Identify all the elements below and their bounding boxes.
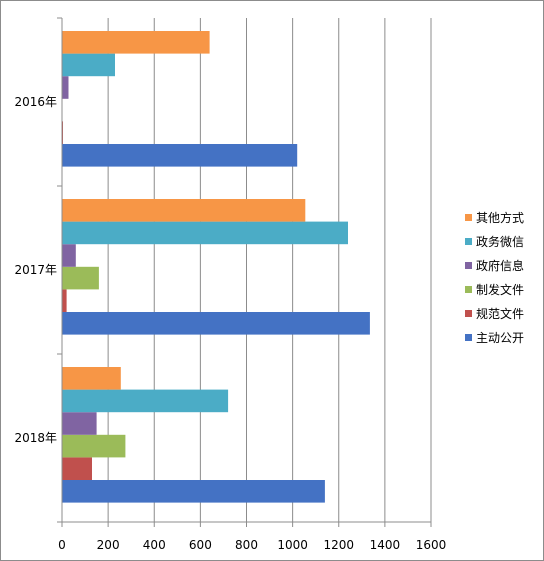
- legend-label: 主动公开: [476, 331, 524, 345]
- legend-label: 其他方式: [476, 210, 524, 225]
- legend-swatch: [465, 310, 472, 317]
- legend-swatch: [465, 262, 472, 269]
- legend-label: 政务微信: [476, 234, 524, 249]
- category-label: 2017年: [14, 263, 57, 277]
- bar: [62, 312, 370, 335]
- bar: [62, 412, 97, 435]
- x-tick-label: 0: [58, 538, 66, 552]
- bar: [62, 289, 67, 312]
- bar: [62, 199, 306, 222]
- bar: [62, 76, 69, 99]
- bar: [62, 221, 348, 245]
- bar: [62, 434, 126, 458]
- legend-label: 规范文件: [476, 306, 524, 321]
- x-tick-label: 400: [143, 538, 166, 552]
- axes: [57, 17, 432, 527]
- bar: [62, 144, 298, 167]
- category-label: 2018年: [14, 431, 57, 445]
- legend-swatch: [465, 334, 472, 341]
- x-tick-label: 1200: [323, 538, 354, 552]
- x-tick-label: 200: [97, 538, 120, 552]
- x-tick-label: 800: [235, 538, 258, 552]
- legend-swatch: [465, 214, 472, 221]
- category-labels: 2016年 2017年 2018年: [14, 95, 57, 445]
- bar: [62, 266, 99, 290]
- bar: [62, 389, 229, 413]
- gridlines: [107, 18, 432, 522]
- bar: [62, 31, 210, 54]
- legend-swatch: [465, 286, 472, 293]
- legend-label: 制发文件: [476, 282, 524, 297]
- x-tick-label: 1600: [416, 538, 447, 552]
- bar: [62, 367, 121, 390]
- bar: [62, 53, 115, 77]
- legend-swatch: [465, 238, 472, 245]
- bar: [62, 480, 325, 503]
- x-tick-label: 1400: [370, 538, 401, 552]
- x-tick-label: 1000: [277, 538, 308, 552]
- category-label: 2016年: [14, 95, 57, 109]
- x-axis-tick-labels: 0 200 400 600 800 1000 1200 1400 1600: [58, 538, 446, 552]
- legend-label: 政府信息: [476, 258, 524, 273]
- bar: [62, 457, 92, 480]
- x-tick-label: 600: [189, 538, 212, 552]
- bar: [62, 244, 76, 267]
- bars: [62, 31, 370, 503]
